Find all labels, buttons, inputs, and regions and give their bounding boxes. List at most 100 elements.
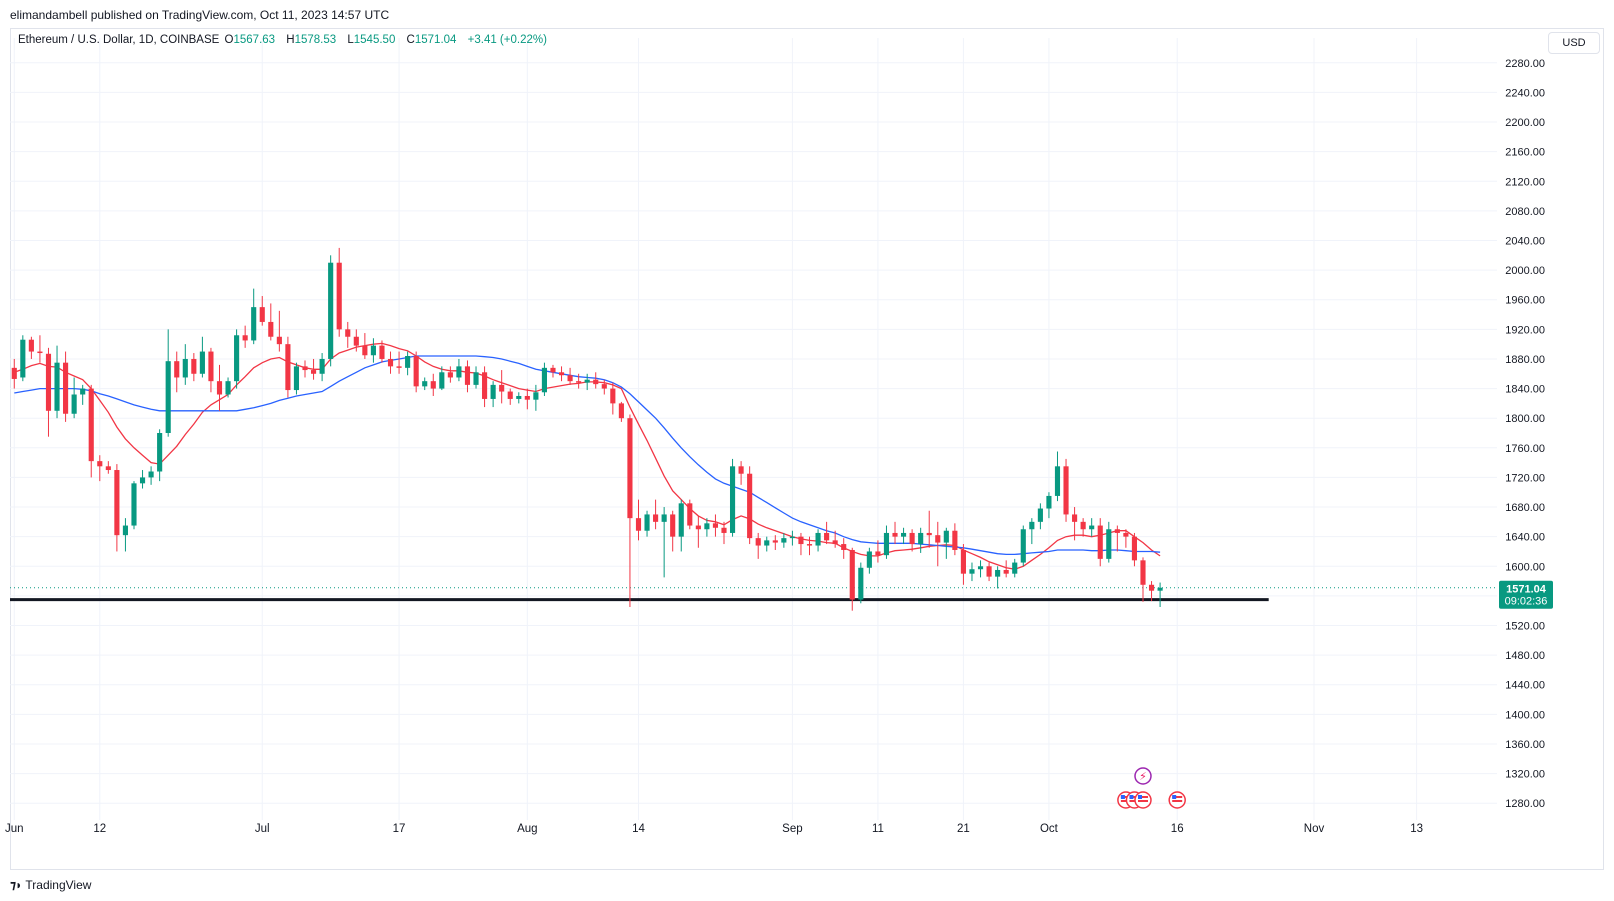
us-flag-icon-stripe [1129, 796, 1140, 798]
y-tick-label: 2280.00 [1505, 58, 1545, 70]
candle [635, 499, 642, 541]
candle-body [781, 538, 787, 543]
candle [747, 466, 753, 545]
candle [806, 536, 813, 556]
candle-body [687, 503, 693, 526]
candle-body [430, 381, 436, 389]
candle [208, 347, 214, 393]
candle [379, 340, 385, 363]
candle-body [1106, 529, 1112, 559]
candle-body [550, 367, 556, 373]
candle [182, 344, 188, 385]
candle-body [558, 372, 565, 376]
us-flag-icon-stripe [1120, 796, 1131, 798]
candle [105, 461, 111, 474]
candle-body [618, 403, 624, 419]
candle-body [866, 551, 872, 568]
candle-body [353, 336, 359, 346]
candle [670, 510, 676, 552]
candle-body [499, 384, 505, 392]
currency-button[interactable]: USD [1548, 32, 1600, 54]
candle [464, 360, 471, 393]
candle [1157, 582, 1163, 607]
candle [550, 364, 556, 378]
candle [370, 338, 376, 363]
candle [661, 507, 667, 578]
candle-body [285, 344, 291, 391]
candle-body [678, 503, 684, 537]
candle [909, 529, 915, 552]
candle [507, 388, 513, 405]
candle [1063, 458, 1069, 522]
candle [1089, 518, 1095, 537]
candle-body [704, 523, 710, 530]
candle [234, 329, 240, 389]
candle-body [892, 532, 898, 537]
candle [1106, 521, 1112, 563]
candle [28, 336, 34, 359]
candle-body [396, 366, 402, 368]
candle-body [362, 345, 368, 356]
candle-body [644, 514, 650, 531]
y-tick-label: 2240.00 [1505, 87, 1545, 99]
candle [328, 255, 334, 367]
candle-body [88, 388, 94, 462]
candle [755, 532, 761, 559]
candle-body [54, 362, 60, 411]
candle-body [1037, 508, 1043, 522]
candle [225, 377, 231, 398]
candle-body [276, 336, 282, 345]
candle [926, 510, 932, 548]
candle [729, 458, 736, 537]
candle-body [576, 381, 582, 383]
candle [345, 321, 351, 348]
candle-body [328, 262, 334, 359]
candle [293, 362, 300, 395]
candle [789, 530, 795, 546]
candle-body [439, 372, 445, 389]
candle [618, 401, 624, 422]
candle-body [593, 379, 599, 385]
candle [824, 521, 830, 545]
candle-body [191, 358, 197, 374]
candle-body [695, 525, 701, 530]
candle-body [387, 358, 394, 367]
y-tick-label: 1400.00 [1505, 709, 1545, 721]
candle-body [798, 536, 804, 545]
us-flag-icon-canton [1137, 795, 1142, 799]
candle-body [97, 461, 103, 467]
candle-body [729, 466, 736, 533]
candle [71, 377, 77, 419]
flash-icon-ring [1134, 767, 1152, 785]
candle [37, 335, 43, 363]
candle-body [45, 353, 52, 411]
candle-body [901, 532, 907, 537]
candle [490, 381, 496, 408]
candle [439, 366, 445, 391]
candle-body [653, 514, 659, 522]
candle-body [789, 536, 795, 539]
candle-body [909, 532, 915, 545]
y-tick-label: 1920.00 [1505, 324, 1545, 336]
candle [584, 373, 590, 391]
candle-body [63, 362, 69, 414]
candle-body [610, 388, 616, 404]
candle-body [516, 395, 522, 399]
chart-frame [10, 28, 1604, 870]
footer-brand[interactable]: ⁊◗ TradingView [10, 878, 91, 892]
candle [516, 392, 522, 404]
candle [901, 527, 907, 545]
candle [943, 527, 949, 559]
legend: Ethereum / U.S. Dollar, 1D, COINBASE O15… [18, 34, 555, 46]
y-tick-label: 1280.00 [1505, 798, 1545, 810]
x-tick-label: Aug [517, 823, 537, 835]
candle-body [199, 351, 205, 374]
y-tick-label: 1600.00 [1505, 561, 1545, 573]
candle-body [969, 569, 975, 574]
candle [131, 481, 137, 530]
candle [866, 547, 872, 574]
candle-body [122, 525, 129, 536]
us-flag-icon [1134, 791, 1152, 809]
candle [139, 470, 146, 489]
